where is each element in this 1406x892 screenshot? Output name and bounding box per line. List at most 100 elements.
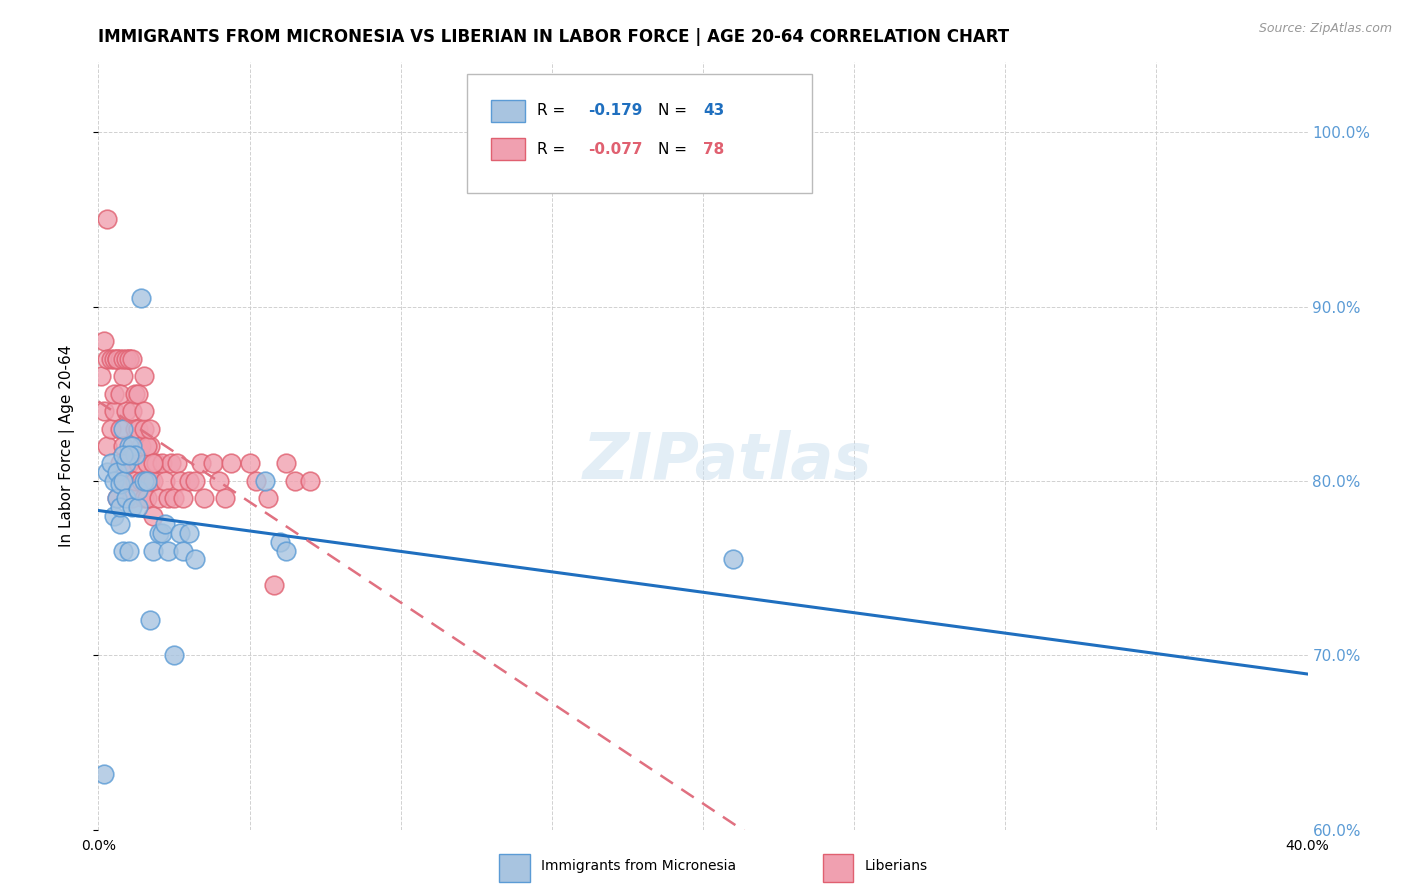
- Point: [96, 439, 118, 453]
- Point: [118, 457, 141, 471]
- Point: [153, 474, 176, 488]
- Point: [253, 474, 276, 488]
- Text: N =: N =: [658, 142, 692, 157]
- Point: [135, 439, 157, 453]
- Point: [256, 491, 278, 506]
- Point: [156, 491, 179, 506]
- Point: [142, 508, 165, 523]
- Point: [169, 526, 191, 541]
- Point: [118, 351, 141, 366]
- Point: [111, 439, 134, 453]
- Point: [111, 543, 134, 558]
- Point: [142, 474, 165, 488]
- Point: [208, 474, 231, 488]
- Text: -0.077: -0.077: [588, 142, 643, 157]
- Point: [193, 491, 215, 506]
- Y-axis label: In Labor Force | Age 20-64: In Labor Force | Age 20-64: [59, 345, 75, 547]
- Point: [179, 526, 201, 541]
- Text: ZIPatlas: ZIPatlas: [582, 430, 872, 492]
- Point: [179, 474, 201, 488]
- Text: -0.179: -0.179: [588, 103, 643, 119]
- Point: [121, 491, 143, 506]
- Point: [100, 351, 122, 366]
- Point: [108, 386, 131, 401]
- Point: [172, 543, 194, 558]
- Point: [108, 517, 131, 532]
- Point: [132, 491, 155, 506]
- Point: [127, 386, 149, 401]
- Text: Source: ZipAtlas.com: Source: ZipAtlas.com: [1258, 22, 1392, 36]
- FancyBboxPatch shape: [467, 74, 811, 193]
- Point: [121, 404, 143, 418]
- Point: [96, 212, 118, 227]
- Point: [90, 369, 112, 384]
- Point: [103, 386, 125, 401]
- Point: [100, 457, 122, 471]
- Point: [169, 474, 191, 488]
- Point: [103, 474, 125, 488]
- Point: [139, 474, 162, 488]
- Point: [723, 552, 745, 566]
- Point: [103, 508, 125, 523]
- Point: [202, 457, 225, 471]
- Point: [263, 578, 285, 592]
- Text: Liberians: Liberians: [865, 860, 928, 873]
- Point: [163, 491, 186, 506]
- Point: [269, 535, 291, 549]
- Point: [111, 448, 134, 462]
- Point: [163, 648, 186, 663]
- Point: [93, 334, 115, 349]
- Point: [111, 474, 134, 488]
- Point: [124, 474, 146, 488]
- Text: 78: 78: [703, 142, 724, 157]
- Point: [105, 491, 128, 506]
- Point: [100, 421, 122, 435]
- Point: [105, 491, 128, 506]
- Point: [108, 421, 131, 435]
- Point: [127, 457, 149, 471]
- Point: [121, 439, 143, 453]
- Point: [132, 421, 155, 435]
- Text: 43: 43: [703, 103, 724, 119]
- Point: [132, 369, 155, 384]
- Point: [127, 500, 149, 514]
- Point: [114, 491, 136, 506]
- Point: [221, 457, 243, 471]
- Point: [129, 474, 152, 488]
- FancyBboxPatch shape: [499, 854, 530, 882]
- Point: [105, 351, 128, 366]
- Point: [114, 404, 136, 418]
- Point: [129, 439, 152, 453]
- Point: [135, 491, 157, 506]
- Point: [135, 474, 157, 488]
- Point: [166, 857, 188, 871]
- Point: [121, 351, 143, 366]
- Text: R =: R =: [537, 142, 571, 157]
- Point: [184, 552, 207, 566]
- Point: [105, 465, 128, 479]
- Point: [129, 291, 152, 305]
- Point: [118, 351, 141, 366]
- Point: [103, 351, 125, 366]
- Point: [114, 457, 136, 471]
- Point: [184, 474, 207, 488]
- Point: [121, 500, 143, 514]
- Point: [156, 543, 179, 558]
- Point: [274, 457, 297, 471]
- Point: [172, 491, 194, 506]
- Point: [108, 500, 131, 514]
- Point: [108, 477, 131, 491]
- Point: [111, 474, 134, 488]
- Point: [132, 474, 155, 488]
- Point: [124, 421, 146, 435]
- Point: [142, 543, 165, 558]
- Point: [105, 351, 128, 366]
- Point: [139, 439, 162, 453]
- Point: [93, 404, 115, 418]
- Point: [239, 457, 262, 471]
- Point: [166, 457, 188, 471]
- Point: [274, 543, 297, 558]
- Text: R =: R =: [537, 103, 571, 119]
- Point: [108, 351, 131, 366]
- Point: [103, 404, 125, 418]
